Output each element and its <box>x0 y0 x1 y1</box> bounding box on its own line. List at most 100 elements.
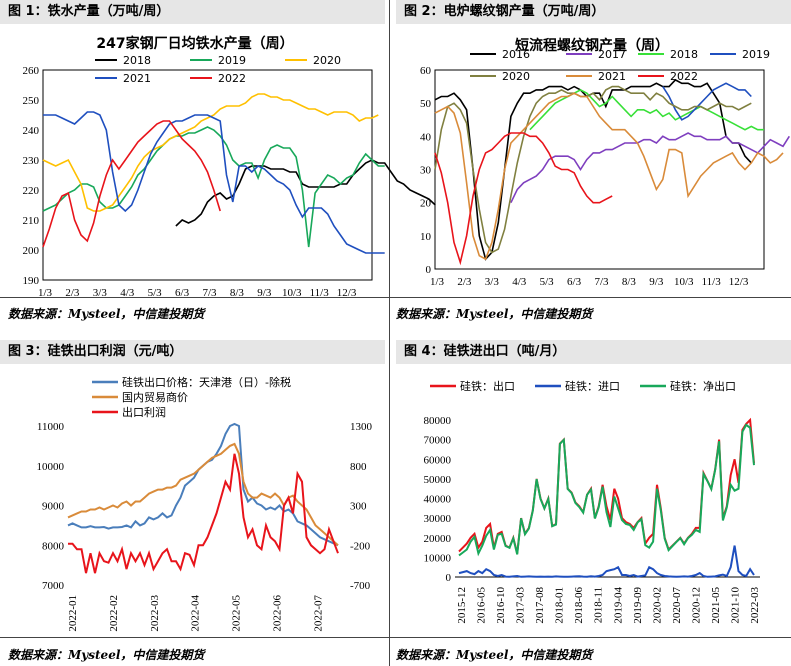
chart3-legend-label-1: 国内贸易商价 <box>122 390 188 404</box>
chart3-legend-label-2: 出口利润 <box>122 405 166 419</box>
chart1-xtick-9: 10/3 <box>282 287 302 299</box>
chart2-series-6 <box>434 132 613 266</box>
chart2-xtick-6: 7/3 <box>594 276 609 288</box>
chart4-legend-label-1: 硅铁：进口 <box>565 380 620 393</box>
chart2-xtick-2: 3/3 <box>485 276 500 288</box>
chart4-xtick-3: 2017-03 <box>515 587 527 624</box>
chart2-series-5 <box>434 92 784 261</box>
chart1-legend-label-0: 2018 <box>123 54 151 67</box>
chart3-yleft-tick-0: 7000 <box>42 580 65 592</box>
chart3-yright-tick-2: 300 <box>350 501 367 513</box>
chart2-xtick-1: 2/3 <box>457 276 472 288</box>
chart3-s1-series-0 <box>67 442 339 547</box>
chart4-ytick-6: 60000 <box>424 454 452 466</box>
chart1-ytick-5: 240 <box>23 125 40 137</box>
chart2-series-3 <box>662 82 752 121</box>
chart1-xtick-6: 7/3 <box>202 287 217 299</box>
source-fig1: 数据来源：Mysteel，中信建投期货 <box>8 307 205 321</box>
chart2-series-1 <box>510 132 790 204</box>
chart2-ytick-0: 0 <box>426 264 432 276</box>
chart1-xtick-10: 11/3 <box>310 287 330 299</box>
chart2-xtick-8: 9/3 <box>649 276 664 288</box>
chart4-xtick-9: 2019-09 <box>632 587 644 624</box>
chart2-xtick-5: 6/3 <box>567 276 582 288</box>
chart1-ytick-3: 220 <box>23 185 40 197</box>
chart4-series-2 <box>458 423 755 557</box>
chart1-xtick-1: 2/3 <box>65 287 80 299</box>
chart3-yright-tick-3: 800 <box>350 461 367 473</box>
chart4-ytick-2: 20000 <box>424 533 452 545</box>
caption-fig2: 图 2：电炉螺纹钢产量（万吨/周） <box>396 0 791 24</box>
chart4-ytick-3: 30000 <box>424 513 452 525</box>
caption-fig3: 图 3：硅铁出口利润（元/吨） <box>0 340 385 364</box>
chart1-xtick-4: 5/3 <box>148 287 163 299</box>
source-fig4: 数据来源：Mysteel，中信建投期货 <box>396 648 593 662</box>
chart1-xtick-0: 1/3 <box>38 287 53 299</box>
chart2-xtick-4: 5/3 <box>540 276 555 288</box>
chart2-ytick-4: 40 <box>420 131 432 143</box>
chart1-xtick-5: 6/3 <box>175 287 190 299</box>
divider-bottom-left <box>0 637 389 638</box>
caption-fig1: 图 1：铁水产量（万吨/周） <box>0 0 385 24</box>
chart2-ytick-3: 30 <box>420 165 432 177</box>
chart1-legend-label-1: 2019 <box>218 54 246 67</box>
chart3-yleft-tick-4: 11000 <box>37 421 65 433</box>
chart1-xtick-2: 3/3 <box>93 287 108 299</box>
chart1-title: 247家钢厂日均铁水产量（周） <box>96 35 293 52</box>
chart4-xtick-5: 2018-01 <box>554 587 566 624</box>
chart2-xtick-0: 1/3 <box>430 276 445 288</box>
chart1-ytick-6: 250 <box>23 95 40 107</box>
chart1-ytick-1: 200 <box>23 245 40 257</box>
chart4-xtick-2: 2016-10 <box>495 587 507 624</box>
chart2-legend-label-3: 2019 <box>742 48 770 61</box>
chart2-legend-label-1: 2017 <box>598 48 626 61</box>
chart4-ytick-1: 10000 <box>424 552 452 564</box>
chart1-ytick-4: 230 <box>23 155 40 167</box>
chart4-xtick-14: 2021-10 <box>729 587 741 624</box>
chart4-ytick-7: 70000 <box>424 435 452 447</box>
chart3-yright-tick-0: -700 <box>350 580 371 592</box>
chart4-xtick-6: 2018-06 <box>573 587 585 624</box>
chart-ferrosilicon-trade: 硅铁：出口 硅铁：进口 硅铁：净出口 0 10000 20000 30000 40000 500… <box>424 379 762 624</box>
chart1-xtick-8: 9/3 <box>257 287 272 299</box>
chart1-series-0 <box>175 159 436 227</box>
caption-fig4: 图 4：硅铁进出口（吨/月） <box>396 340 791 364</box>
chart1-xtick-11: 12/3 <box>337 287 357 299</box>
chart2-ytick-5: 50 <box>420 98 432 110</box>
chart3-xtick-6: 2022-07 <box>312 595 324 632</box>
chart1-xtick-7: 8/3 <box>230 287 245 299</box>
chart3-xtick-1: 2022-02 <box>108 595 120 632</box>
chart3-xtick-0: 2022-01 <box>67 595 79 632</box>
chart2-xtick-3: 4/3 <box>512 276 527 288</box>
chart3-yleft-tick-3: 10000 <box>37 461 65 473</box>
chart4-xtick-1: 2016-05 <box>476 587 488 624</box>
chart4-xtick-4: 2017-08 <box>534 587 546 624</box>
chart4-series-1 <box>458 545 755 578</box>
chart4-ytick-4: 40000 <box>424 494 452 506</box>
chart4-xtick-10: 2020-02 <box>651 587 663 624</box>
chart3-s0-series-0 <box>67 422 339 547</box>
chart4-ytick-5: 50000 <box>424 474 452 486</box>
chart1-series-1 <box>42 126 385 248</box>
chart3-yleft-tick-2: 9000 <box>42 501 65 513</box>
divider-vertical <box>389 0 390 666</box>
source-fig3: 数据来源：Mysteel，中信建投期货 <box>8 648 205 662</box>
chart2-xtick-9: 10/3 <box>674 276 694 288</box>
chart3-xtick-5: 2022-06 <box>272 595 284 632</box>
divider-top-left <box>0 297 389 298</box>
chart3-yright-tick-1: -200 <box>350 540 371 552</box>
chart4-legend-label-0: 硅铁：出口 <box>460 379 515 393</box>
chart4-legend-label-2: 硅铁：净出口 <box>670 379 736 393</box>
chart2-xtick-11: 12/3 <box>729 276 749 288</box>
chart2-legend-label-6: 2022 <box>670 70 698 83</box>
chart2-legend-label-0: 2016 <box>502 48 530 61</box>
chart2-legend-label-2: 2018 <box>670 48 698 61</box>
chart2-xtick-10: 11/3 <box>702 276 722 288</box>
chart4-ytick-0: 0 <box>446 572 452 584</box>
chart2-legend-label-5: 2021 <box>598 70 626 83</box>
chart3-yleft-tick-1: 8000 <box>42 540 65 552</box>
chart2-ytick-2: 20 <box>420 198 432 210</box>
chart1-plot-frame <box>42 69 373 281</box>
chart2-ytick-6: 60 <box>420 65 432 77</box>
chart1-ytick-0: 190 <box>23 275 40 287</box>
